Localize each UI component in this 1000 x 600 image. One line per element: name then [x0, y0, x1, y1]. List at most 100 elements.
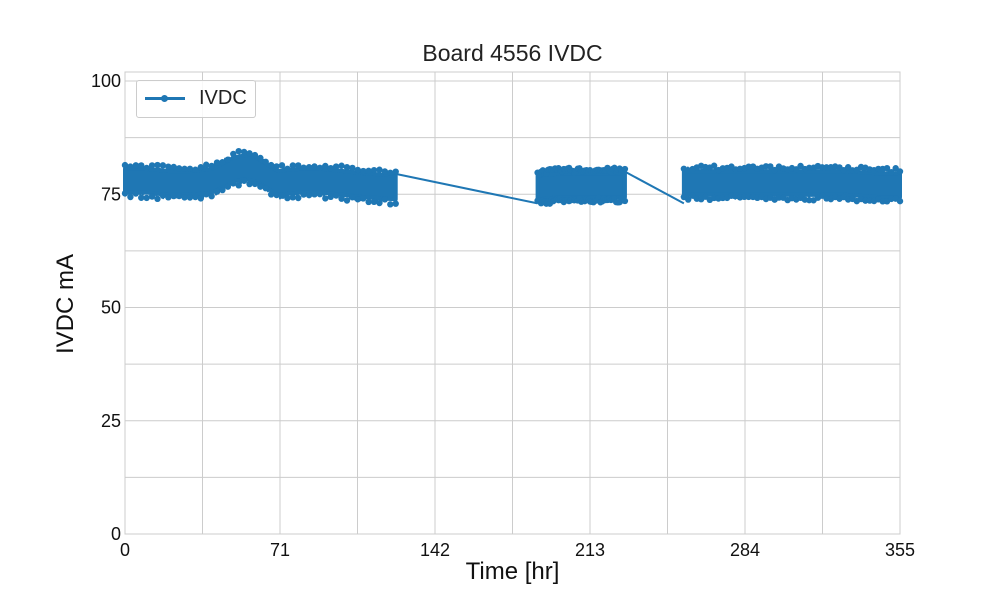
x-axis-label: Time [hr] — [465, 558, 560, 585]
series-point — [273, 163, 280, 170]
grid — [124, 72, 901, 535]
series-point — [332, 163, 340, 170]
series-point — [295, 194, 302, 202]
series-point — [370, 166, 378, 174]
y-tick-label: 75 — [101, 184, 121, 204]
series-point — [322, 195, 329, 202]
x-tick-label: 142 — [420, 540, 450, 560]
series-point — [246, 150, 253, 157]
series-point — [251, 151, 259, 159]
series-point — [311, 163, 318, 170]
series-point — [230, 150, 237, 158]
series-point — [219, 186, 226, 194]
series-band — [681, 169, 902, 200]
series-point — [262, 184, 269, 192]
series-point — [300, 191, 307, 198]
series-point — [197, 164, 204, 171]
series-point — [143, 164, 150, 172]
series-point — [284, 165, 291, 172]
series-point — [360, 195, 367, 202]
series-point — [621, 165, 629, 173]
series-point — [121, 161, 129, 169]
series-point — [684, 196, 692, 203]
series-point — [154, 161, 161, 169]
series-point — [387, 201, 394, 208]
series-point — [257, 154, 264, 162]
series-point — [127, 193, 134, 201]
series-point — [235, 147, 242, 155]
series-point — [338, 162, 345, 169]
series-point — [305, 164, 313, 171]
series-point — [208, 192, 215, 200]
series-point — [343, 197, 351, 204]
series-point — [896, 168, 904, 175]
series-point — [273, 191, 280, 199]
series-point — [170, 163, 177, 171]
tick-labels: 0 71 142 213 284 355 0 25 50 75 100 — [91, 71, 915, 560]
series-point — [381, 168, 389, 175]
series-connector-line — [624, 170, 685, 205]
series-point — [132, 190, 140, 197]
series-point — [392, 200, 399, 207]
series-point — [240, 177, 248, 184]
series-point — [143, 194, 150, 202]
series-point — [240, 148, 248, 156]
series-point — [710, 162, 718, 169]
series-point — [360, 167, 367, 175]
series-point — [343, 164, 351, 171]
series-point — [289, 194, 297, 201]
series-point — [316, 164, 324, 172]
series-point — [203, 191, 210, 198]
series-point — [322, 162, 329, 170]
series-point — [251, 180, 259, 188]
x-tick-label: 284 — [730, 540, 760, 560]
y-axis-label: IVDC mA — [52, 253, 79, 355]
series-point — [208, 162, 215, 170]
series-point — [771, 166, 778, 174]
series-point — [267, 191, 275, 198]
series-point — [148, 162, 156, 169]
series-point — [338, 195, 345, 202]
series-point — [148, 193, 156, 200]
series-point — [262, 158, 269, 166]
series-point — [267, 161, 275, 169]
series-ivdc — [121, 147, 904, 208]
series-point — [365, 167, 372, 175]
series-point — [165, 194, 172, 201]
series-point — [181, 165, 188, 173]
series-point — [219, 159, 226, 166]
series-point — [170, 192, 177, 200]
y-tick-label: 50 — [101, 298, 121, 318]
series-point — [132, 162, 140, 169]
series-point — [257, 183, 264, 190]
series-point — [213, 159, 221, 166]
series-point — [295, 162, 302, 169]
series-point — [311, 191, 318, 198]
series-point — [138, 162, 145, 169]
series-point — [376, 199, 383, 207]
series-connector-line — [395, 172, 538, 205]
chart-title: Board 4556 IVDC — [422, 40, 603, 66]
series-point — [192, 193, 199, 201]
series-point — [370, 198, 378, 206]
series-point — [181, 194, 188, 201]
y-tick-label: 0 — [111, 524, 121, 544]
series-point — [387, 169, 394, 176]
series-point — [278, 192, 286, 199]
series-point — [392, 168, 399, 175]
series-point — [138, 194, 145, 201]
x-tick-label: 0 — [120, 540, 130, 560]
legend-entry-ivdc: IVDC — [199, 87, 247, 109]
series-point — [381, 196, 389, 203]
series-point — [300, 164, 307, 171]
series-point — [896, 197, 904, 205]
series-point — [349, 194, 356, 201]
series-point — [186, 165, 194, 172]
series-point — [175, 192, 183, 200]
series-point — [365, 198, 372, 206]
series-point — [127, 163, 134, 170]
x-tick-label: 71 — [270, 540, 290, 560]
y-tick-label: 100 — [91, 71, 121, 91]
